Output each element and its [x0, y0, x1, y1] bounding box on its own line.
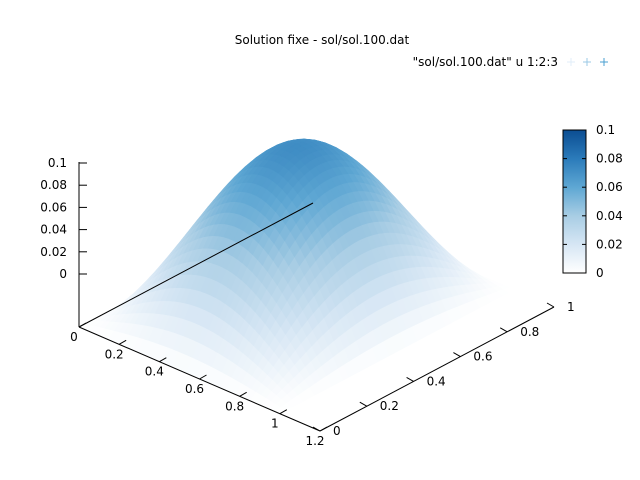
legend-label: "sol/sol.100.dat" u 1:2:3 [413, 55, 558, 69]
colorbar-tick-label: 0.06 [596, 180, 623, 194]
x-tick-label: 1 [271, 417, 279, 431]
y-tick-mark [359, 401, 368, 407]
y-tick-mark [406, 376, 414, 382]
x-tick-mark [239, 391, 247, 397]
x-tick-mark [118, 339, 127, 345]
z-tick-label: 0.06 [40, 200, 67, 214]
y-tick-label: 0.8 [520, 325, 539, 339]
x-tick-label: 1.2 [305, 434, 324, 448]
z-axis-ticks: 0 0.02 0.04 0.06 0.08 0.1 [40, 156, 87, 281]
y-axis-ticks: 0 0.2 0.4 0.6 0.8 1 [312, 300, 575, 438]
y-tick-label: 0.4 [427, 374, 446, 388]
back-axis-line [78, 202, 314, 328]
x-tick-label: 0 [70, 330, 78, 344]
legend-marker [567, 58, 608, 66]
z-tick-label: 0.04 [40, 223, 67, 237]
z-tick-label: 0 [59, 267, 67, 281]
y-tick-mark [312, 426, 321, 432]
y-tick-mark [453, 352, 461, 358]
x-tick-mark [319, 426, 328, 432]
z-tick-label: 0.08 [40, 178, 67, 192]
y-tick-label: 0.6 [473, 350, 492, 364]
x-axis-ticks: 0 0.2 0.4 0.6 0.8 1 1.2 [70, 322, 328, 448]
x-tick-mark [199, 374, 207, 380]
y-tick-label: 1 [567, 300, 575, 314]
x-tick-label: 0.8 [225, 399, 244, 413]
y-axis-line [319, 306, 555, 432]
colorbar-tick-label: 0.04 [596, 209, 623, 223]
y-tick-label: 0 [333, 424, 341, 438]
x-tick-mark [279, 409, 288, 415]
colorbar-tick-label: 0 [596, 266, 604, 280]
z-tick-label: 0.02 [40, 245, 67, 259]
x-tick-label: 0.2 [105, 347, 124, 361]
colorbar [562, 129, 587, 274]
chart-title: Solution fixe - sol/sol.100.dat [235, 33, 410, 47]
y-tick-mark [499, 327, 508, 333]
y-tick-mark [546, 302, 555, 308]
z-tick-label: 0.1 [48, 156, 67, 170]
colorbar-tick-label: 0.1 [596, 123, 615, 137]
colorbar-ticks: 0 0.02 0.04 0.06 0.08 0.1 [563, 123, 623, 280]
colorbar-tick-label: 0.08 [596, 152, 623, 166]
y-tick-label: 0.2 [380, 399, 399, 413]
colorbar-tick-label: 0.02 [596, 237, 623, 251]
x-tick-mark [78, 322, 87, 328]
x-tick-mark [159, 357, 167, 363]
x-tick-label: 0.4 [145, 365, 164, 379]
x-tick-label: 0.6 [185, 382, 204, 396]
